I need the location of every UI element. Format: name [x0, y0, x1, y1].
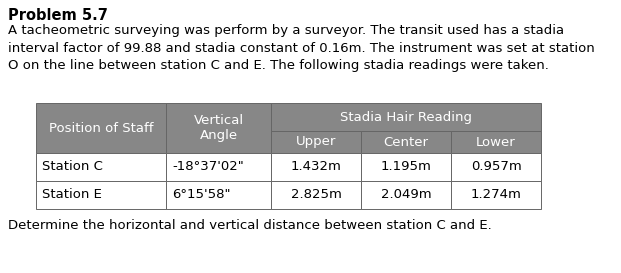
Text: 0.957m: 0.957m: [471, 161, 522, 174]
Text: 2.825m: 2.825m: [291, 188, 342, 201]
Bar: [451, 131, 541, 153]
Bar: [271, 181, 361, 209]
Bar: [36, 103, 166, 153]
Text: A tacheometric surveying was perform by a surveyor. The transit used has a stadi: A tacheometric surveying was perform by …: [8, 24, 595, 72]
Bar: [36, 181, 166, 209]
Text: 6°15'58": 6°15'58": [172, 188, 230, 201]
Bar: [166, 153, 271, 181]
Text: Station E: Station E: [42, 188, 102, 201]
Bar: [271, 103, 541, 131]
Bar: [361, 153, 451, 181]
Bar: [166, 181, 271, 209]
Bar: [166, 103, 271, 153]
Text: Vertical
Angle: Vertical Angle: [193, 114, 243, 142]
Text: 1.274m: 1.274m: [471, 188, 522, 201]
Bar: [271, 153, 361, 181]
Bar: [451, 181, 541, 209]
Text: Center: Center: [384, 135, 428, 149]
Text: 2.049m: 2.049m: [381, 188, 432, 201]
Text: 1.195m: 1.195m: [381, 161, 432, 174]
Text: Problem 5.7: Problem 5.7: [8, 8, 108, 23]
Text: Upper: Upper: [296, 135, 336, 149]
Text: Position of Staff: Position of Staff: [49, 121, 153, 135]
Bar: [271, 131, 361, 153]
Text: Determine the horizontal and vertical distance between station C and E.: Determine the horizontal and vertical di…: [8, 219, 492, 232]
Text: -18°37'02": -18°37'02": [172, 161, 244, 174]
Bar: [361, 131, 451, 153]
Bar: [361, 181, 451, 209]
Text: Station C: Station C: [42, 161, 103, 174]
Text: Stadia Hair Reading: Stadia Hair Reading: [340, 111, 472, 123]
Bar: [451, 153, 541, 181]
Bar: [36, 153, 166, 181]
Text: 1.432m: 1.432m: [291, 161, 342, 174]
Text: Lower: Lower: [476, 135, 516, 149]
